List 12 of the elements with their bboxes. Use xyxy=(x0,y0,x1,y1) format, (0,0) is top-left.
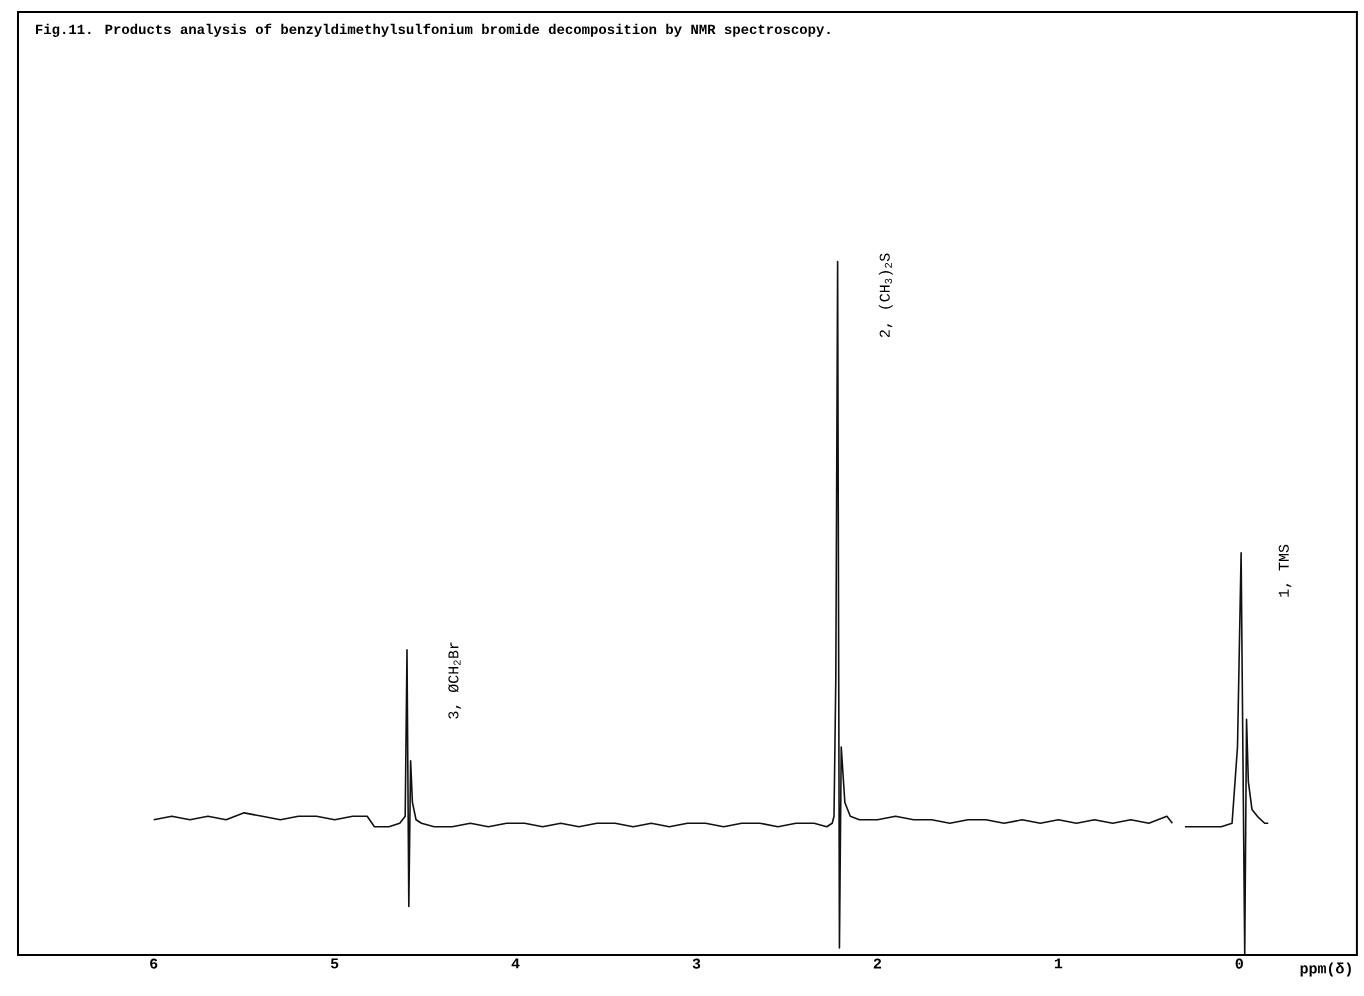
x-axis-title: ppm(δ) xyxy=(1300,962,1351,977)
annotation: 2, (CH$_{3}$)$_{2}$S xyxy=(878,253,893,338)
x-tick-label: 4 xyxy=(511,958,520,969)
x-tick-label: 2 xyxy=(873,958,882,969)
x-tick-label: 1 xyxy=(1054,958,1063,969)
x-tick-label: 0 xyxy=(1235,958,1243,969)
chart-title: Fig.11. Products analysis of benzyldimethylsulfonium bromide decomposition by NMR spectroscopy. xyxy=(36,23,830,37)
annotation: 1, TMS xyxy=(1278,544,1292,597)
x-tick-label: 3 xyxy=(692,958,701,969)
annotation: 3, ØCH$_{2}$Br xyxy=(448,642,461,719)
x-tick-label: 6 xyxy=(150,958,158,969)
x-tick-label: 5 xyxy=(330,958,339,969)
